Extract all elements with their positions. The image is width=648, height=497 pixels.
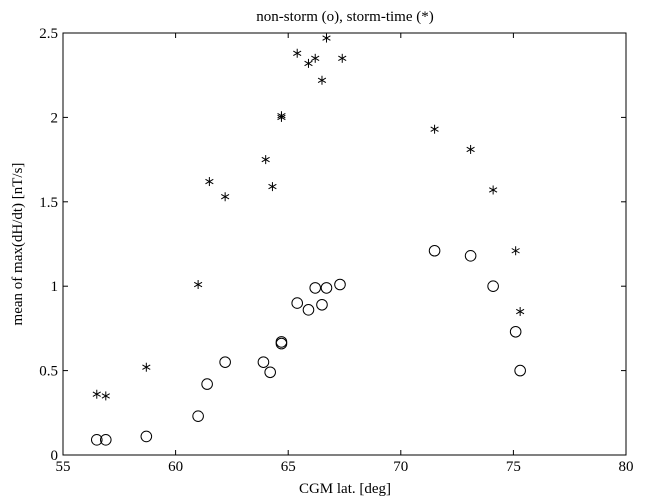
y-tick-label: 1.5 <box>39 195 58 211</box>
y-tick-label: 2 <box>51 110 59 126</box>
non-storm-point <box>275 336 288 348</box>
x-tick-label: 80 <box>619 459 634 475</box>
y-axis-ticks: 0 0.5 1 1.5 2 2.5 <box>39 26 626 464</box>
non-storm-point <box>219 356 231 368</box>
storm-time-point <box>268 182 277 192</box>
x-tick-label: 55 <box>56 459 71 475</box>
non-storm-point <box>291 297 304 309</box>
storm-time-point <box>142 362 151 372</box>
non-storm-point <box>201 378 213 390</box>
storm-time-point <box>92 389 101 399</box>
non-storm-point <box>302 304 315 316</box>
x-axis-label: CGM lat. [deg] <box>299 481 391 497</box>
x-tick-label: 70 <box>393 459 408 475</box>
non-storm-point <box>192 410 204 422</box>
storm-time-point <box>317 75 327 85</box>
non-storm-point <box>309 282 322 294</box>
y-axis-label: mean of max(dH/dt) [nT/s] <box>10 163 26 326</box>
storm-time-point <box>311 53 320 63</box>
storm-time-point <box>293 48 302 58</box>
y-tick-label: 0 <box>51 448 59 464</box>
x-tick-label: 65 <box>281 459 296 475</box>
non-storm-point <box>257 356 270 368</box>
y-tick-label: 1 <box>51 279 59 295</box>
non-storm-point <box>487 280 499 293</box>
non-storm-point <box>264 366 276 379</box>
chart-title: non-storm (o), storm-time (*) <box>256 9 433 25</box>
non-storm-point <box>464 250 477 262</box>
non-storm-point <box>320 282 333 294</box>
non-storm-point <box>334 278 346 291</box>
data-points <box>90 33 526 446</box>
non-storm-point <box>140 430 153 443</box>
storm-time-point <box>511 246 520 256</box>
y-tick-label: 0.5 <box>39 364 58 380</box>
storm-time-point <box>516 307 525 317</box>
storm-time-point <box>466 144 475 154</box>
storm-time-point <box>220 192 230 202</box>
storm-time-point <box>430 124 439 134</box>
storm-time-point <box>277 111 286 121</box>
storm-time-point <box>304 58 313 68</box>
storm-time-point <box>101 391 110 401</box>
storm-time-point <box>261 155 270 165</box>
x-tick-label: 60 <box>168 459 183 475</box>
non-storm-point <box>509 325 522 338</box>
storm-time-point <box>205 177 214 187</box>
y-tick-label: 2.5 <box>39 26 58 42</box>
non-storm-point <box>428 244 441 257</box>
storm-time-point <box>338 53 347 63</box>
x-tick-label: 75 <box>506 459 521 475</box>
non-storm-point <box>90 434 103 446</box>
storm-time-point <box>193 280 203 290</box>
x-axis-ticks: 55 60 65 70 75 80 <box>56 33 634 475</box>
storm-time-point <box>488 185 498 195</box>
plot-frame <box>62 32 627 456</box>
storm-time-point <box>322 33 331 43</box>
non-storm-point <box>316 298 328 311</box>
non-storm-point <box>514 364 526 377</box>
non-storm-point <box>99 434 112 446</box>
